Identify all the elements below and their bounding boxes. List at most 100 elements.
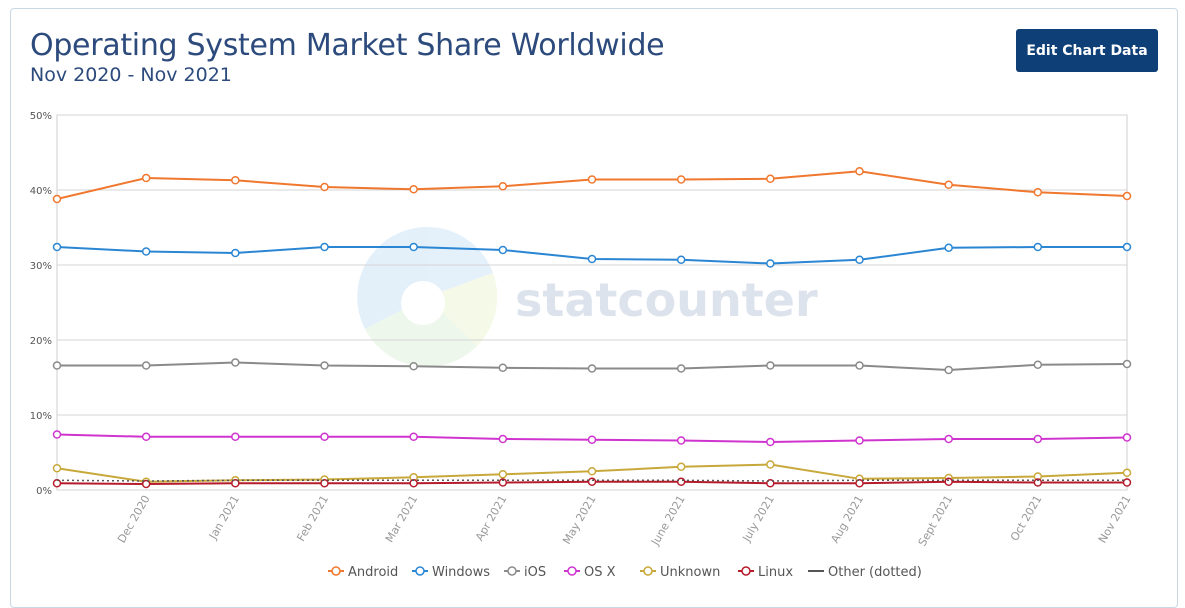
legend-item-unknown[interactable]: Unknown xyxy=(640,565,720,580)
data-point-windows xyxy=(855,255,864,264)
legend[interactable]: Android Windows iOS OS X Unknown Linux Other (… xyxy=(328,565,922,580)
data-point-os-x xyxy=(141,432,151,441)
data-point-ios xyxy=(676,364,686,373)
data-point-os-x xyxy=(409,432,418,441)
series-os-x xyxy=(52,430,1132,447)
statcounter-watermark: statcounter xyxy=(357,226,818,367)
data-point-os-x xyxy=(231,432,240,441)
data-point-windows xyxy=(676,255,686,264)
chart-card xyxy=(10,8,1178,608)
data-point-linux xyxy=(141,479,151,489)
legend-item-os-x[interactable]: OS X xyxy=(564,565,616,580)
data-point-ios xyxy=(855,361,864,370)
legend-label: Windows xyxy=(432,565,490,580)
data-point-android xyxy=(587,175,597,184)
data-point-linux xyxy=(1122,478,1132,487)
data-point-os-x xyxy=(1122,433,1132,442)
data-point-os-x xyxy=(1033,434,1043,444)
x-tick-label: Feb 2021 xyxy=(294,493,331,544)
data-point-android xyxy=(498,182,508,191)
data-point-windows xyxy=(944,243,953,252)
data-point-ios xyxy=(587,364,597,373)
legend-swatch-marker xyxy=(507,566,517,576)
data-point-windows xyxy=(409,242,418,252)
series-other-dotted xyxy=(56,479,1127,482)
data-point-os-x xyxy=(320,432,329,441)
series-group xyxy=(52,167,1132,489)
y-axis: 0% 10% 20% 30% 40% 50% xyxy=(30,111,52,497)
watermark-text: statcounter xyxy=(515,273,818,327)
edit-chart-data-button[interactable]: Edit Chart Data xyxy=(1016,29,1158,72)
data-point-windows xyxy=(766,259,775,268)
data-point-os-x xyxy=(855,436,864,445)
legend-label: Unknown xyxy=(660,565,720,580)
data-point-unknown xyxy=(676,462,686,471)
data-point-windows xyxy=(231,248,240,258)
data-point-ios xyxy=(52,361,62,370)
data-point-os-x xyxy=(676,436,686,445)
series-android xyxy=(52,167,1132,204)
legend-item-windows[interactable]: Windows xyxy=(412,565,490,580)
legend-swatch-marker xyxy=(567,566,577,576)
y-tick-label: 50% xyxy=(30,111,52,122)
data-point-os-x xyxy=(587,435,597,444)
data-point-ios xyxy=(409,362,418,371)
data-point-windows xyxy=(320,242,329,252)
data-point-linux xyxy=(1033,478,1043,487)
legend-label: OS X xyxy=(584,565,616,580)
data-point-windows xyxy=(1033,242,1043,252)
x-axis: Dec 2020 Jan 2021 Feb 2021 Mar 2021 Apr 2021… xyxy=(115,493,1133,548)
data-point-android xyxy=(766,174,775,183)
data-point-unknown xyxy=(52,464,62,473)
y-tick-label: 40% xyxy=(30,186,52,197)
data-point-ios xyxy=(320,361,329,370)
x-tick-label: Apr 2021 xyxy=(473,493,510,543)
legend-swatch-marker xyxy=(643,566,653,576)
data-point-os-x xyxy=(498,434,508,444)
data-point-linux xyxy=(320,479,329,488)
data-point-ios xyxy=(231,358,240,367)
data-point-unknown xyxy=(766,460,775,469)
x-tick-label: Nov 2021 xyxy=(1096,493,1134,545)
x-tick-label: Oct 2021 xyxy=(1008,493,1045,543)
data-point-linux xyxy=(52,479,62,488)
legend-item-android[interactable]: Android xyxy=(328,565,398,580)
y-tick-label: 20% xyxy=(30,336,52,347)
y-tick-label: 10% xyxy=(30,411,52,422)
data-point-windows xyxy=(587,254,597,264)
line-chart: statcounter 0% 10% 20% 30% 40% 50% Dec 2020 Ja… xyxy=(30,111,1134,580)
x-tick-label: Aug 2021 xyxy=(828,493,866,545)
legend-item-ios[interactable]: iOS xyxy=(504,565,546,580)
legend-item-linux[interactable]: Linux xyxy=(738,565,793,580)
legend-swatch-marker xyxy=(741,566,751,576)
x-tick-label: Jan 2021 xyxy=(206,493,242,542)
data-point-windows xyxy=(1122,242,1132,252)
data-point-android xyxy=(676,175,686,184)
data-point-linux xyxy=(944,477,953,486)
data-point-android xyxy=(855,167,864,176)
series-windows xyxy=(52,242,1132,268)
data-point-ios xyxy=(1122,359,1132,369)
data-point-android xyxy=(409,185,418,194)
data-point-android xyxy=(231,176,240,185)
legend-item-other-dotted[interactable]: Other (dotted) xyxy=(808,565,922,580)
data-point-windows xyxy=(498,245,508,255)
x-tick-label: Mar 2021 xyxy=(383,493,420,545)
legend-swatch-marker xyxy=(331,566,341,576)
y-tick-label: 30% xyxy=(30,261,52,272)
chart-grid xyxy=(56,114,1128,491)
x-tick-label: June 2021 xyxy=(648,493,687,548)
data-point-ios xyxy=(498,363,508,372)
data-point-linux xyxy=(231,479,240,488)
data-point-os-x xyxy=(52,430,62,439)
data-point-unknown xyxy=(498,470,508,479)
data-point-windows xyxy=(52,242,62,252)
data-point-ios xyxy=(141,361,151,370)
data-point-ios xyxy=(944,365,953,375)
data-point-os-x xyxy=(944,434,953,444)
data-point-linux xyxy=(587,477,597,486)
x-tick-label: July 2021 xyxy=(740,493,777,545)
page-subtitle: Nov 2020 - Nov 2021 xyxy=(30,64,232,86)
legend-label: Other (dotted) xyxy=(828,565,922,580)
data-point-android xyxy=(1033,188,1043,197)
